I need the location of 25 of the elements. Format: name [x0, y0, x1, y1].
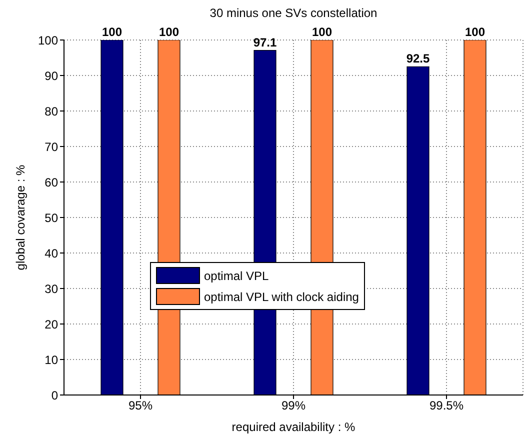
legend-label: optimal VPL with clock aiding: [204, 290, 359, 304]
y-tick-label: 90: [44, 68, 58, 83]
y-tick-label: 10: [44, 352, 58, 367]
data-label: 100: [158, 25, 180, 39]
y-tick-label: 40: [44, 246, 58, 260]
data-label: 92.5: [406, 52, 430, 66]
data-label: 100: [464, 25, 486, 39]
x-axis-title: required availability : %: [232, 420, 356, 434]
data-label: 97.1: [253, 35, 277, 50]
y-tick-label: 20: [44, 317, 58, 332]
data-label: 100: [312, 25, 332, 39]
y-tick-label: 50: [44, 210, 58, 225]
x-tick-label: 95%: [128, 398, 153, 413]
x-tick-label: 99.5%: [429, 398, 464, 413]
y-tick-label: 80: [44, 104, 58, 118]
y-axis-title: global covarage : %: [13, 164, 28, 270]
y-tick-label: 100: [38, 33, 58, 48]
data-label: 100: [102, 25, 122, 39]
x-tick-label: 99%: [281, 398, 306, 413]
chart-title: 30 minus one SVs constellation: [208, 6, 378, 20]
y-tick-label: 0: [51, 388, 58, 402]
y-tick-label: 60: [44, 175, 58, 190]
y-tick-label: 70: [44, 140, 58, 154]
legend-label: optimal VPL: [204, 268, 269, 282]
y-tick-label: 30: [44, 282, 58, 296]
